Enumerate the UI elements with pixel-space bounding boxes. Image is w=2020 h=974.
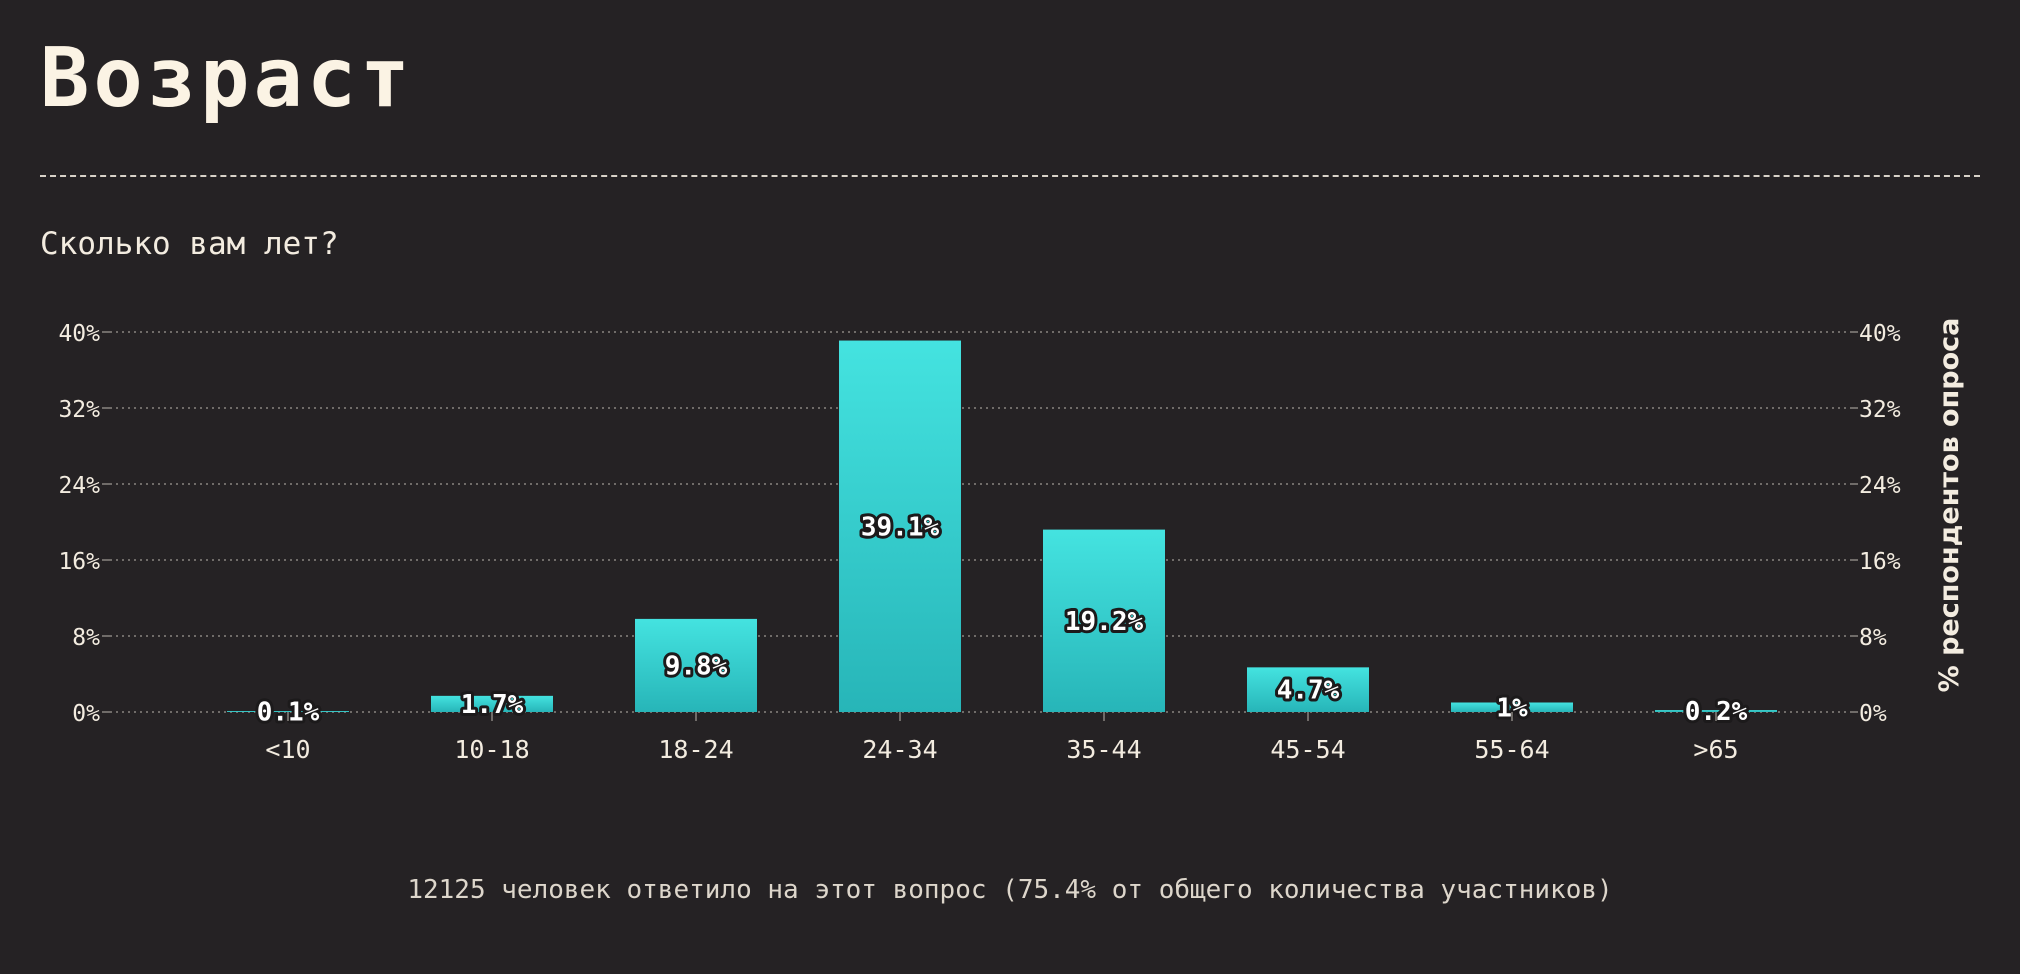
data-label: 9.8% [665, 651, 728, 681]
y-tick-label-right: 8% [1859, 625, 1887, 651]
y-tick-label-left: 0% [72, 701, 100, 727]
bar [1247, 667, 1369, 712]
y-tick-label-right: 16% [1859, 549, 1901, 575]
axes: 0% 0% 8% 8% 16% 16% 24% 24% 32% 32% 40% 40% <10 10-18… [58, 321, 1900, 764]
x-tick-label: 55-64 [1474, 735, 1549, 764]
bar [1451, 702, 1573, 712]
y-tick-label-left: 40% [58, 321, 100, 347]
x-tick-label: 35-44 [1066, 735, 1141, 764]
footnote: 12125 человек ответило на этот вопрос (7… [407, 875, 1613, 905]
data-label: 39.1% [861, 512, 940, 542]
y-tick-label-right: 24% [1859, 473, 1901, 499]
bar [431, 695, 553, 712]
title-divider [40, 175, 1980, 177]
y-axis-title: % респондентов опроса [1934, 318, 1965, 693]
y-tick-label-right: 40% [1859, 321, 1901, 347]
x-tick-label: 45-54 [1270, 735, 1345, 764]
grid-lines [110, 331, 1850, 713]
bar [1655, 710, 1777, 712]
bar [1043, 529, 1165, 712]
x-tick-label: 10-18 [454, 735, 529, 764]
bars [227, 340, 1777, 712]
question-text: Сколько вам лет? [40, 226, 339, 262]
y-tick-label-left: 32% [58, 397, 100, 423]
data-label: 4.7% [1277, 676, 1340, 706]
data-label: 19.2% [1065, 607, 1144, 637]
x-tick-label: 18-24 [658, 735, 733, 764]
value-labels: 0.1% 1.7%9.8%39.1%19.2%4.7%1% 0.2% [254, 509, 1751, 730]
y-tick-label-left: 8% [72, 625, 100, 651]
x-tick-label: <10 [265, 735, 310, 764]
bar [227, 711, 349, 712]
page-title: Возраст [40, 31, 414, 126]
bar [635, 618, 757, 712]
x-tick-label: 24-34 [862, 735, 937, 764]
y-tick-label-left: 16% [58, 549, 100, 575]
y-tick-label-left: 24% [58, 473, 100, 499]
bar [839, 340, 961, 712]
x-tick-label: >65 [1693, 735, 1738, 764]
y-tick-label-right: 0% [1859, 701, 1887, 727]
y-tick-label-right: 32% [1859, 397, 1901, 423]
